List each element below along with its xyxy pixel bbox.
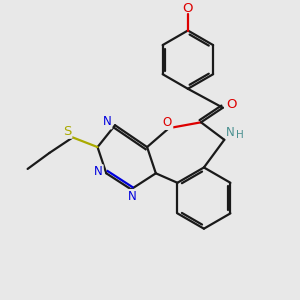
Text: O: O (226, 98, 236, 111)
Text: N: N (128, 190, 137, 203)
Text: O: O (163, 116, 172, 129)
Text: S: S (63, 124, 71, 137)
Text: N: N (94, 165, 103, 178)
Text: H: H (236, 130, 244, 140)
Text: N: N (226, 126, 235, 139)
Text: N: N (103, 115, 111, 128)
Text: O: O (183, 2, 193, 15)
